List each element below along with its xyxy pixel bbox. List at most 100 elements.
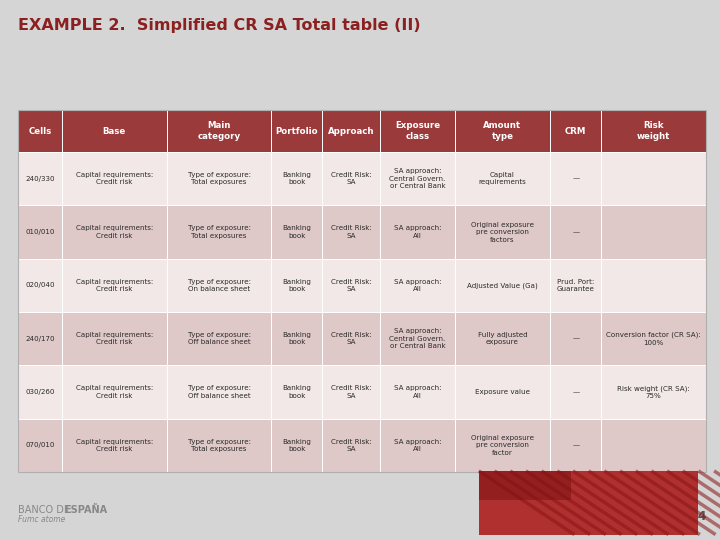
Bar (455, 110, 550, 152)
Bar (166, 259, 271, 312)
Text: Conversion factor (CR SA):
100%: Conversion factor (CR SA): 100% (606, 332, 701, 346)
Text: SA approach:
All: SA approach: All (394, 385, 441, 399)
Text: Fully adjusted
exposure: Fully adjusted exposure (477, 332, 527, 346)
Text: SA approach:
Central Govern.
or Central Bank: SA approach: Central Govern. or Central … (390, 328, 446, 349)
Text: Credit Risk:
SA: Credit Risk: SA (331, 332, 372, 346)
Bar (166, 110, 271, 152)
Bar (323, 418, 380, 472)
Bar (601, 205, 706, 259)
Bar (18, 205, 62, 259)
Bar (271, 152, 323, 205)
Bar (380, 110, 455, 152)
Text: Fumc atome: Fumc atome (18, 516, 66, 524)
Bar (18, 152, 62, 205)
Bar (62, 312, 166, 366)
Bar (550, 152, 601, 205)
Bar (323, 366, 380, 418)
Text: Banking
book: Banking book (282, 225, 311, 239)
Bar (62, 152, 166, 205)
Bar (18, 312, 62, 366)
Bar (166, 312, 271, 366)
Bar (271, 366, 323, 418)
Text: Credit Risk:
SA: Credit Risk: SA (331, 279, 372, 292)
Bar (271, 205, 323, 259)
Bar (166, 418, 271, 472)
Text: CRM: CRM (565, 126, 587, 136)
Text: SA approach:
All: SA approach: All (394, 279, 441, 292)
Text: —: — (572, 389, 580, 395)
Bar (550, 110, 601, 152)
Text: Credit Risk:
SA: Credit Risk: SA (331, 438, 372, 452)
Bar (166, 152, 271, 205)
Bar (380, 205, 455, 259)
Bar (62, 259, 166, 312)
Text: 240/170: 240/170 (25, 336, 55, 342)
Text: Adjusted Value (Ga): Adjusted Value (Ga) (467, 282, 538, 288)
Text: Capital requirements:
Credit risk: Capital requirements: Credit risk (76, 438, 153, 452)
Bar (380, 418, 455, 472)
Text: Capital requirements:
Credit risk: Capital requirements: Credit risk (76, 225, 153, 239)
Bar (62, 110, 166, 152)
Text: DG BANKING REGULATION: DG BANKING REGULATION (510, 511, 629, 521)
Text: Type of exposure:
Off balance sheet: Type of exposure: Off balance sheet (187, 385, 251, 399)
Text: Banking
book: Banking book (282, 332, 311, 346)
Text: —: — (572, 176, 580, 181)
Text: Credit Risk:
SA: Credit Risk: SA (331, 385, 372, 399)
Bar (18, 418, 62, 472)
Text: Banking
book: Banking book (282, 385, 311, 399)
Bar (601, 152, 706, 205)
Bar (601, 312, 706, 366)
Bar (380, 259, 455, 312)
Bar (18, 110, 706, 472)
Text: Capital requirements:
Credit risk: Capital requirements: Credit risk (76, 279, 153, 292)
Bar (323, 312, 380, 366)
Text: Banking
book: Banking book (282, 279, 311, 292)
Text: Exposure
class: Exposure class (395, 122, 440, 141)
Text: Capital requirements:
Credit risk: Capital requirements: Credit risk (76, 172, 153, 185)
Bar (323, 205, 380, 259)
Text: Prud. Port:
Guarantee: Prud. Port: Guarantee (557, 279, 595, 292)
Bar (271, 312, 323, 366)
Bar (455, 418, 550, 472)
Text: 030/260: 030/260 (25, 389, 55, 395)
Text: BANCO DE: BANCO DE (18, 505, 73, 515)
Text: Base: Base (103, 126, 126, 136)
Text: —: — (572, 229, 580, 235)
Text: Capital
requirements: Capital requirements (479, 172, 526, 185)
Bar (62, 366, 166, 418)
Text: Main
category: Main category (197, 122, 240, 141)
Bar (18, 366, 62, 418)
Bar (455, 205, 550, 259)
Text: 14: 14 (690, 510, 708, 523)
Bar (62, 205, 166, 259)
Bar (380, 312, 455, 366)
Bar (601, 259, 706, 312)
Bar (380, 152, 455, 205)
Text: Banking
book: Banking book (282, 438, 311, 452)
Text: Risk
weight: Risk weight (637, 122, 670, 141)
Text: Capital requirements:
Credit risk: Capital requirements: Credit risk (76, 332, 153, 346)
Text: Banking
book: Banking book (282, 172, 311, 185)
Bar (380, 366, 455, 418)
Bar (271, 418, 323, 472)
Text: 010/010: 010/010 (25, 229, 55, 235)
Text: SA approach:
Central Govern.
or Central Bank: SA approach: Central Govern. or Central … (390, 168, 446, 189)
Bar (550, 366, 601, 418)
Text: 070/010: 070/010 (25, 442, 55, 448)
Text: Type of exposure:
Total exposures: Type of exposure: Total exposures (187, 172, 251, 185)
Text: Capital requirements:
Credit risk: Capital requirements: Credit risk (76, 385, 153, 399)
Text: SA approach:
All: SA approach: All (394, 225, 441, 239)
Bar (62, 418, 166, 472)
Text: Original exposure
pre conversion
factor: Original exposure pre conversion factor (471, 435, 534, 456)
Bar (455, 259, 550, 312)
Bar (455, 366, 550, 418)
Text: Credit Risk:
SA: Credit Risk: SA (331, 172, 372, 185)
Text: Exposure value: Exposure value (475, 389, 530, 395)
Text: EXAMPLE 2.  Simplified CR SA Total table (II): EXAMPLE 2. Simplified CR SA Total table … (18, 18, 420, 33)
Bar (479, 471, 571, 500)
Text: Portfolio: Portfolio (276, 126, 318, 136)
Text: Amount
type: Amount type (483, 122, 521, 141)
Bar (550, 312, 601, 366)
Bar (455, 152, 550, 205)
Text: Approach: Approach (328, 126, 374, 136)
